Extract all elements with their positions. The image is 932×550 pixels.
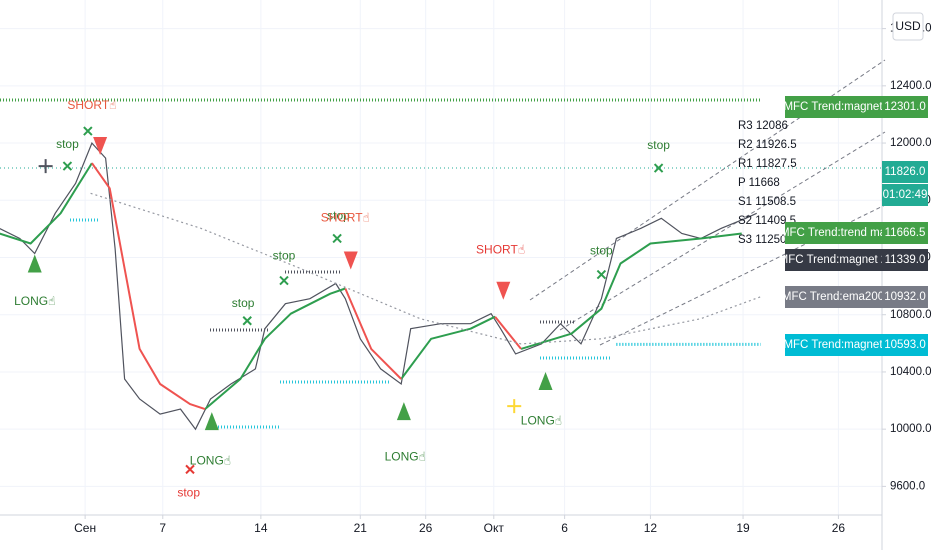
x-tick-label: 7 bbox=[159, 521, 166, 535]
marker-stop bbox=[279, 275, 289, 286]
y-tick-label: 10800.0 bbox=[890, 309, 932, 321]
marker-short bbox=[93, 137, 108, 156]
x-tick-label: 19 bbox=[736, 521, 750, 535]
currency[interactable]: USD bbox=[895, 19, 921, 33]
level-segments bbox=[70, 218, 612, 429]
price-label-value-box bbox=[882, 96, 928, 118]
series-line bbox=[90, 192, 762, 345]
price-label-value-box bbox=[882, 286, 928, 308]
price-label-name: MFC Trend:ema200 bbox=[782, 291, 884, 303]
x-tick-label: 14 bbox=[254, 521, 268, 535]
channel-line bbox=[559, 131, 886, 331]
countdown-value: 01:02:49 bbox=[883, 189, 928, 201]
y-tick-label: 10400.0 bbox=[890, 366, 932, 378]
series-line bbox=[91, 162, 522, 411]
price-label-value: 12301.0 bbox=[884, 101, 926, 113]
series-line bbox=[0, 162, 742, 410]
channel-line bbox=[599, 204, 886, 346]
x-tick-label: 26 bbox=[832, 521, 846, 535]
pivot-label: S2 11409.5 bbox=[738, 215, 796, 227]
annotation: stop bbox=[177, 486, 200, 500]
annotation: LONG☝ bbox=[521, 413, 562, 427]
countdown-value-box bbox=[882, 184, 928, 206]
marker-short bbox=[496, 281, 511, 300]
annotation: SHORT☝ bbox=[476, 243, 525, 257]
annotation: stop bbox=[232, 296, 255, 310]
annotation: SHORT☝ bbox=[67, 98, 116, 112]
pivot-label: S1 11508.5 bbox=[738, 196, 796, 208]
marker-long bbox=[538, 371, 553, 390]
price-label-name: MFC Trend:magnet 2 bbox=[779, 254, 888, 266]
annotation: LONG☝ bbox=[385, 450, 426, 464]
annotation: stop bbox=[327, 208, 350, 222]
annotation: LONG☝ bbox=[190, 454, 231, 468]
price-label-value: 10932.0 bbox=[884, 291, 926, 303]
price-label-value: 11666.5 bbox=[885, 227, 926, 239]
marker-short bbox=[343, 251, 358, 270]
last-price-value-box bbox=[882, 161, 928, 183]
price-label-name: MFC Trend:trend ma bbox=[780, 227, 887, 239]
x-tick-label: 21 bbox=[354, 521, 368, 535]
marker-long bbox=[204, 412, 219, 431]
annotation: stop bbox=[56, 137, 79, 151]
annotation: stop bbox=[647, 138, 670, 152]
marker-stop bbox=[62, 161, 73, 171]
annotation: LONG☝ bbox=[14, 294, 55, 308]
price-label-box bbox=[785, 334, 882, 356]
pivot-label: R2 11926.5 bbox=[738, 139, 797, 151]
marker-stop bbox=[332, 233, 342, 244]
marker-plus bbox=[507, 399, 522, 414]
pivot-label: R1 11827.5 bbox=[738, 158, 797, 170]
price-label-box bbox=[785, 249, 882, 271]
y-tick-label: 12400.0 bbox=[890, 80, 932, 92]
marker-stop bbox=[83, 126, 93, 136]
grid bbox=[0, 0, 882, 515]
price-label-value: 10593.0 bbox=[884, 339, 926, 351]
marker-long bbox=[27, 254, 42, 273]
x-tick-label: 6 bbox=[561, 521, 568, 535]
x-tick-label: Окт bbox=[484, 521, 505, 535]
marker-long bbox=[396, 402, 411, 421]
x-tick-label: 26 bbox=[419, 521, 433, 535]
price-label-box bbox=[785, 96, 882, 118]
pivot-label: S3 11250 bbox=[738, 234, 786, 246]
x-tick-label: Сен bbox=[74, 521, 96, 535]
price-line bbox=[0, 141, 757, 431]
marker-stop bbox=[242, 316, 252, 326]
pivot-label: R3 12086 bbox=[738, 120, 788, 132]
y-tick-label: 10000.0 bbox=[890, 423, 932, 435]
annotation: stop bbox=[273, 249, 296, 263]
annotation: stop bbox=[590, 244, 613, 258]
marker-stop bbox=[596, 269, 607, 280]
price-label-value-box bbox=[882, 222, 928, 244]
y-tick-label: 12000.0 bbox=[890, 137, 932, 149]
marker-stop bbox=[185, 464, 195, 475]
y-tick-label: 9600.0 bbox=[890, 480, 925, 492]
pivot-label: P 11668 bbox=[738, 177, 780, 189]
last-price-value: 11826.0 bbox=[885, 166, 926, 178]
currency-box[interactable] bbox=[892, 12, 924, 41]
plot: stopstopstopstopstopstopstopSHORT☝SHORT☝… bbox=[0, 98, 882, 500]
marker-plus bbox=[38, 159, 53, 174]
price-label-name: MFC Trend:magnet bbox=[783, 101, 883, 113]
price-label-box bbox=[785, 286, 882, 308]
price-label-value: 11339.0 bbox=[885, 254, 926, 266]
price-label-value-box bbox=[882, 249, 928, 271]
price-label-box bbox=[785, 222, 882, 244]
x-tick-label: 12 bbox=[644, 521, 658, 535]
price-label-value-box bbox=[882, 334, 928, 356]
marker-stop bbox=[653, 163, 664, 173]
price-label-name: MFC Trend:magnet bbox=[783, 339, 883, 351]
annotation: SHORT☝ bbox=[321, 210, 370, 224]
